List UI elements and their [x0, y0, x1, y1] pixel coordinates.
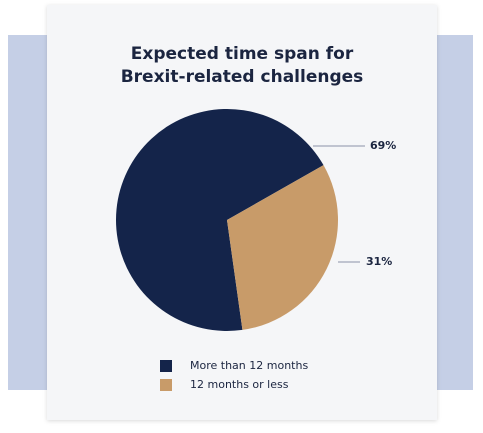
value-label: 69%: [370, 139, 396, 152]
legend-swatch: [160, 379, 172, 391]
pie-slice: [227, 165, 338, 330]
pie-slice: [116, 109, 324, 332]
legend-label: More than 12 months: [190, 359, 308, 372]
chart-title: Brexit-related challenges: [121, 67, 364, 87]
legend-swatch: [160, 360, 172, 372]
value-label: 31%: [366, 255, 392, 268]
legend-label: 12 months or less: [190, 378, 289, 391]
chart-title: Expected time span for: [131, 44, 354, 64]
